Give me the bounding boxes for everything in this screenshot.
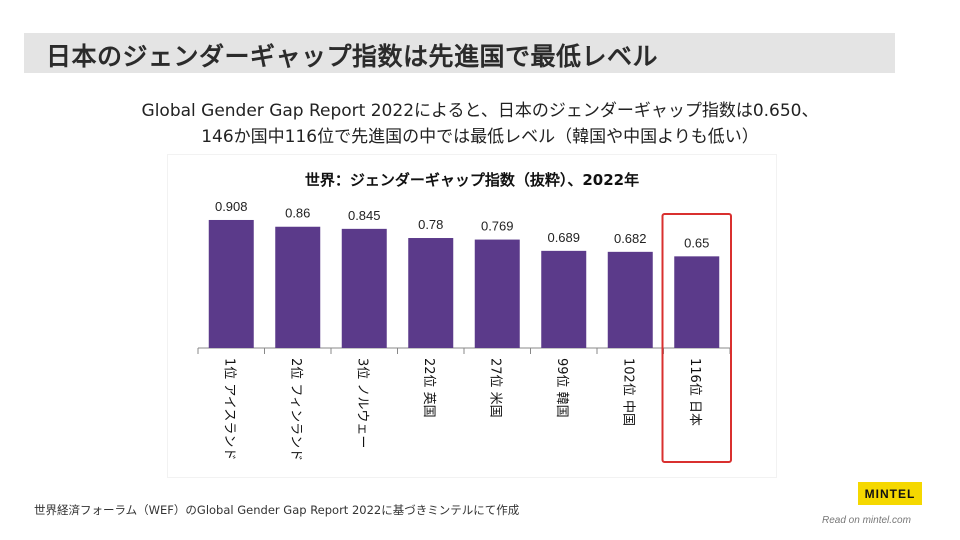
chart-container: 世界：ジェンダーギャップ指数（抜粋）、2022年 0.908 1位 アイスランド 0… (168, 155, 776, 477)
category-label: 102位 中国 (620, 358, 635, 426)
source-note: 世界経済フォーラム（WEF）のGlobal Gender Gap Report … (34, 503, 520, 517)
category-label: 3位 ノルウェー (354, 358, 369, 448)
bar (474, 239, 520, 348)
category-label: 2位 フィンランド (288, 358, 303, 461)
page-title: 日本のジェンダーギャップ指数は先進国で最低レベル (46, 42, 659, 71)
category-label: 99位 韓国 (554, 358, 569, 418)
bar-value-label: 0.65 (684, 235, 709, 250)
bar-value-label: 0.689 (547, 230, 580, 245)
subtitle-line-1: Global Gender Gap Report 2022によると、日本のジェン… (141, 101, 819, 121)
bar-chart: 世界：ジェンダーギャップ指数（抜粋）、2022年 0.908 1位 アイスランド 0… (197, 171, 732, 463)
category-label: 116位 日本 (687, 358, 702, 426)
bar-value-label: 0.78 (418, 217, 443, 232)
category-label: 1位 アイスランド (221, 358, 236, 460)
bar (208, 219, 254, 348)
bar (408, 238, 454, 348)
bar (607, 251, 653, 348)
category-label: 22位 英国 (421, 358, 436, 418)
highlight-box-japan (661, 213, 732, 463)
bar (541, 250, 587, 348)
bar-value-label: 0.769 (481, 219, 514, 234)
bar-value-label: 0.908 (215, 199, 248, 214)
bar (674, 256, 720, 348)
bar-value-label: 0.682 (614, 231, 647, 246)
chart-title: 世界：ジェンダーギャップ指数（抜粋）、2022年 (305, 171, 639, 189)
bar-value-label: 0.845 (348, 208, 381, 223)
read-on-link[interactable]: Read on mintel.com (822, 515, 911, 526)
mintel-logo: MINTEL (858, 482, 922, 505)
bar (275, 226, 321, 348)
title-bar: 日本のジェンダーギャップ指数は先進国で最低レベル (24, 33, 895, 73)
category-label: 27位 米国 (487, 358, 502, 418)
subtitle-line-2: 146か国中116位で先進国の中では最低レベル（韓国や中国よりも低い） (201, 127, 759, 147)
bar-value-label: 0.86 (285, 206, 310, 221)
bar (341, 228, 387, 348)
